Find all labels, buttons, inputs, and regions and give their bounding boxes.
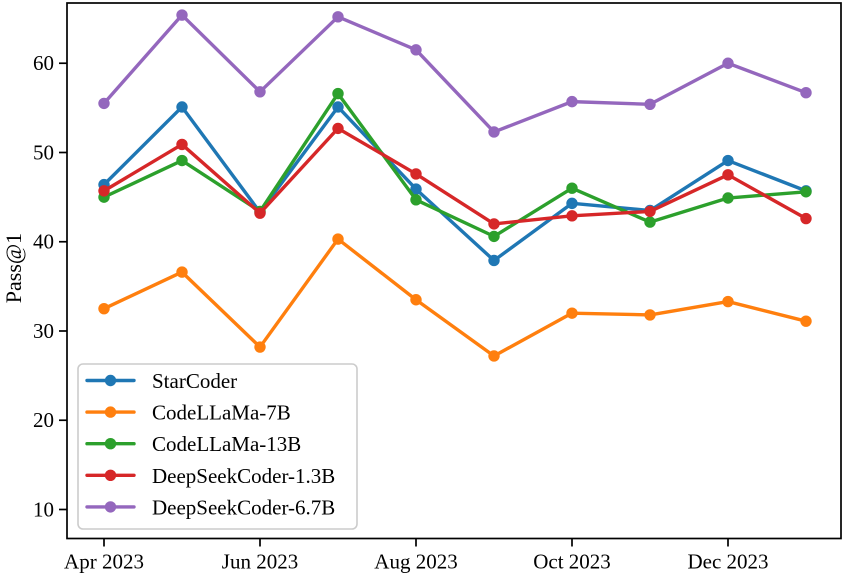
series-marker-DeepSeekCoder-6.7B (176, 9, 188, 21)
series-marker-DeepSeekCoder-6.7B (332, 11, 344, 23)
series-marker-CodeLLaMa-13B (176, 154, 188, 167)
legend-box (77, 363, 358, 530)
legend-marker (104, 501, 117, 513)
legend-label: DeepSeekCoder-6.7B (152, 495, 335, 519)
series-marker-DeepSeekCoder-6.7B (410, 44, 422, 56)
series-marker-CodeLLaMa-7B (644, 309, 656, 321)
series-marker-DeepSeekCoder-1.3B (254, 207, 266, 219)
legend-label: CodeLLaMa-13B (152, 432, 301, 456)
series-marker-CodeLLaMa-7B (254, 341, 266, 353)
y-tick-label: 40 (33, 230, 54, 254)
x-tick-label: Dec 2023 (687, 550, 768, 574)
y-tick-label: 30 (33, 319, 54, 343)
series-marker-DeepSeekCoder-1.3B (644, 205, 656, 218)
legend-marker (104, 406, 117, 418)
series-marker-CodeLLaMa-7B (176, 266, 188, 278)
series-line-CodeLLaMa-13B (102, 91, 808, 239)
series-marker-CodeLLaMa-13B (644, 216, 656, 228)
y-axis-label: Pass@1 (1, 232, 26, 304)
series-marker-StarCoder (566, 197, 578, 210)
series-marker-DeepSeekCoder-6.7B (566, 95, 578, 108)
y-tick-label: 20 (33, 408, 54, 432)
series-marker-CodeLLaMa-7B (98, 302, 110, 315)
legend-marker (104, 374, 117, 387)
series-marker-CodeLLaMa-13B (488, 230, 500, 243)
y-tick-label: 60 (33, 51, 54, 75)
series-marker-CodeLLaMa-7B (566, 307, 578, 319)
legend-marker (104, 438, 117, 450)
series-marker-CodeLLaMa-13B (722, 192, 734, 204)
series-marker-DeepSeekCoder-1.3B (98, 185, 110, 197)
series-marker-CodeLLaMa-13B (410, 194, 422, 206)
series-marker-DeepSeekCoder-1.3B (176, 138, 188, 151)
series-marker-CodeLLaMa-7B (722, 295, 734, 308)
x-tick-label: Apr 2023 (64, 550, 144, 574)
series-line-StarCoder (102, 105, 808, 263)
series-marker-StarCoder (176, 101, 188, 113)
x-tick-label: Oct 2023 (533, 550, 611, 574)
legend-label: DeepSeekCoder-1.3B (152, 464, 335, 488)
series-marker-DeepSeekCoder-1.3B (800, 212, 812, 225)
series-line-CodeLLaMa-7B (102, 237, 808, 358)
series-marker-DeepSeekCoder-6.7B (800, 86, 812, 99)
y-tick-label: 10 (33, 497, 54, 521)
series-marker-CodeLLaMa-7B (332, 233, 344, 245)
series-marker-DeepSeekCoder-6.7B (98, 97, 110, 110)
series-marker-CodeLLaMa-7B (488, 350, 500, 362)
legend-label: StarCoder (152, 369, 237, 393)
series-marker-CodeLLaMa-7B (410, 294, 422, 306)
x-tick-label: Aug 2023 (374, 550, 457, 574)
series-marker-DeepSeekCoder-1.3B (566, 210, 578, 222)
series-marker-DeepSeekCoder-1.3B (332, 122, 344, 135)
series-marker-CodeLLaMa-13B (566, 182, 578, 194)
series-line-DeepSeekCoder-6.7B (102, 13, 808, 134)
legend-label: CodeLLaMa-7B (152, 401, 291, 425)
series-line-DeepSeekCoder-1.3B (102, 126, 808, 226)
series-marker-CodeLLaMa-13B (800, 186, 812, 198)
series-marker-StarCoder (332, 101, 344, 113)
series-marker-StarCoder (410, 183, 422, 195)
series-marker-CodeLLaMa-7B (800, 315, 812, 327)
series-marker-DeepSeekCoder-6.7B (644, 98, 656, 110)
series-marker-DeepSeekCoder-6.7B (488, 126, 500, 138)
series-marker-DeepSeekCoder-1.3B (488, 218, 500, 230)
series-marker-DeepSeekCoder-6.7B (254, 86, 266, 98)
series-marker-DeepSeekCoder-6.7B (722, 57, 734, 69)
x-tick-label: Jun 2023 (222, 550, 298, 574)
plot-border (66, 2, 842, 540)
series-marker-CodeLLaMa-13B (332, 87, 344, 100)
y-tick-label: 50 (33, 140, 54, 164)
series-marker-DeepSeekCoder-1.3B (722, 169, 734, 181)
series-marker-StarCoder (488, 254, 500, 267)
legend-marker (104, 469, 117, 481)
series-marker-DeepSeekCoder-1.3B (410, 168, 422, 180)
series-marker-StarCoder (722, 154, 734, 167)
